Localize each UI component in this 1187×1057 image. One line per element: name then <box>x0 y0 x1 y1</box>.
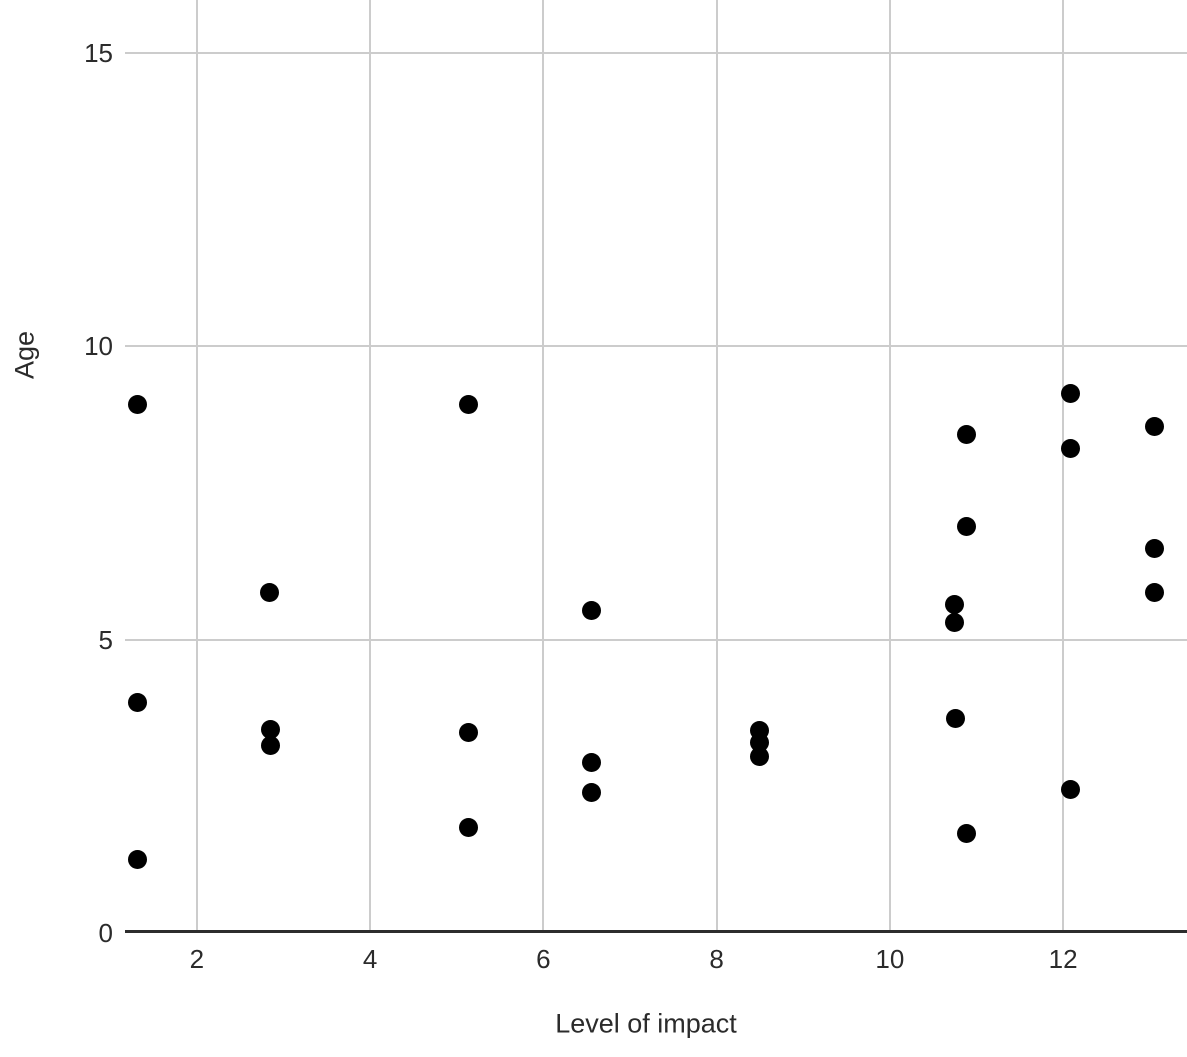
y-axis-tick-label: 5 <box>98 624 113 655</box>
x-gridline <box>888 0 891 933</box>
y-axis-tick-label: 15 <box>84 37 113 68</box>
data-point <box>128 693 148 713</box>
x-axis-tick-label: 10 <box>875 944 905 974</box>
y-axis-tick-label: 10 <box>84 331 113 362</box>
data-point <box>1144 583 1164 603</box>
x-gridline <box>1062 0 1065 933</box>
data-point <box>1061 779 1081 799</box>
data-point <box>459 723 479 743</box>
data-point <box>582 601 602 621</box>
x-axis-tick-label: 4 <box>362 944 378 974</box>
x-axis-tick-label: 2 <box>189 944 205 974</box>
x-axis-tick-label: 8 <box>709 944 724 974</box>
data-point <box>1061 439 1081 459</box>
data-point <box>260 583 280 603</box>
data-point <box>261 720 281 740</box>
x-gridline <box>369 0 372 933</box>
data-point <box>749 746 769 766</box>
data-point <box>956 424 976 444</box>
data-point <box>261 735 281 755</box>
data-point <box>128 395 148 415</box>
data-point <box>582 783 602 803</box>
data-point <box>1061 383 1081 403</box>
data-point <box>1144 538 1164 558</box>
x-axis-title: Level of impact <box>555 1008 737 1039</box>
y-gridline <box>125 638 1187 641</box>
data-point <box>956 517 976 537</box>
x-gridline <box>715 0 718 933</box>
plot-panel <box>125 0 1187 933</box>
y-gridline <box>125 51 1187 54</box>
x-axis-tick-label: 6 <box>536 944 551 974</box>
y-axis-tick-label: 0 <box>98 918 113 948</box>
x-gridline <box>195 0 198 933</box>
x-axis-tick-label: 12 <box>1048 944 1078 974</box>
y-gridline <box>125 345 1187 348</box>
data-point <box>956 824 976 844</box>
data-point <box>459 818 479 838</box>
data-point <box>458 395 478 415</box>
x-axis-line <box>125 929 1187 933</box>
data-point <box>945 612 965 632</box>
data-point <box>582 753 602 773</box>
data-point <box>946 709 966 729</box>
x-gridline <box>542 0 545 933</box>
data-point <box>1144 417 1164 437</box>
data-point <box>128 850 148 870</box>
data-point <box>945 595 965 615</box>
